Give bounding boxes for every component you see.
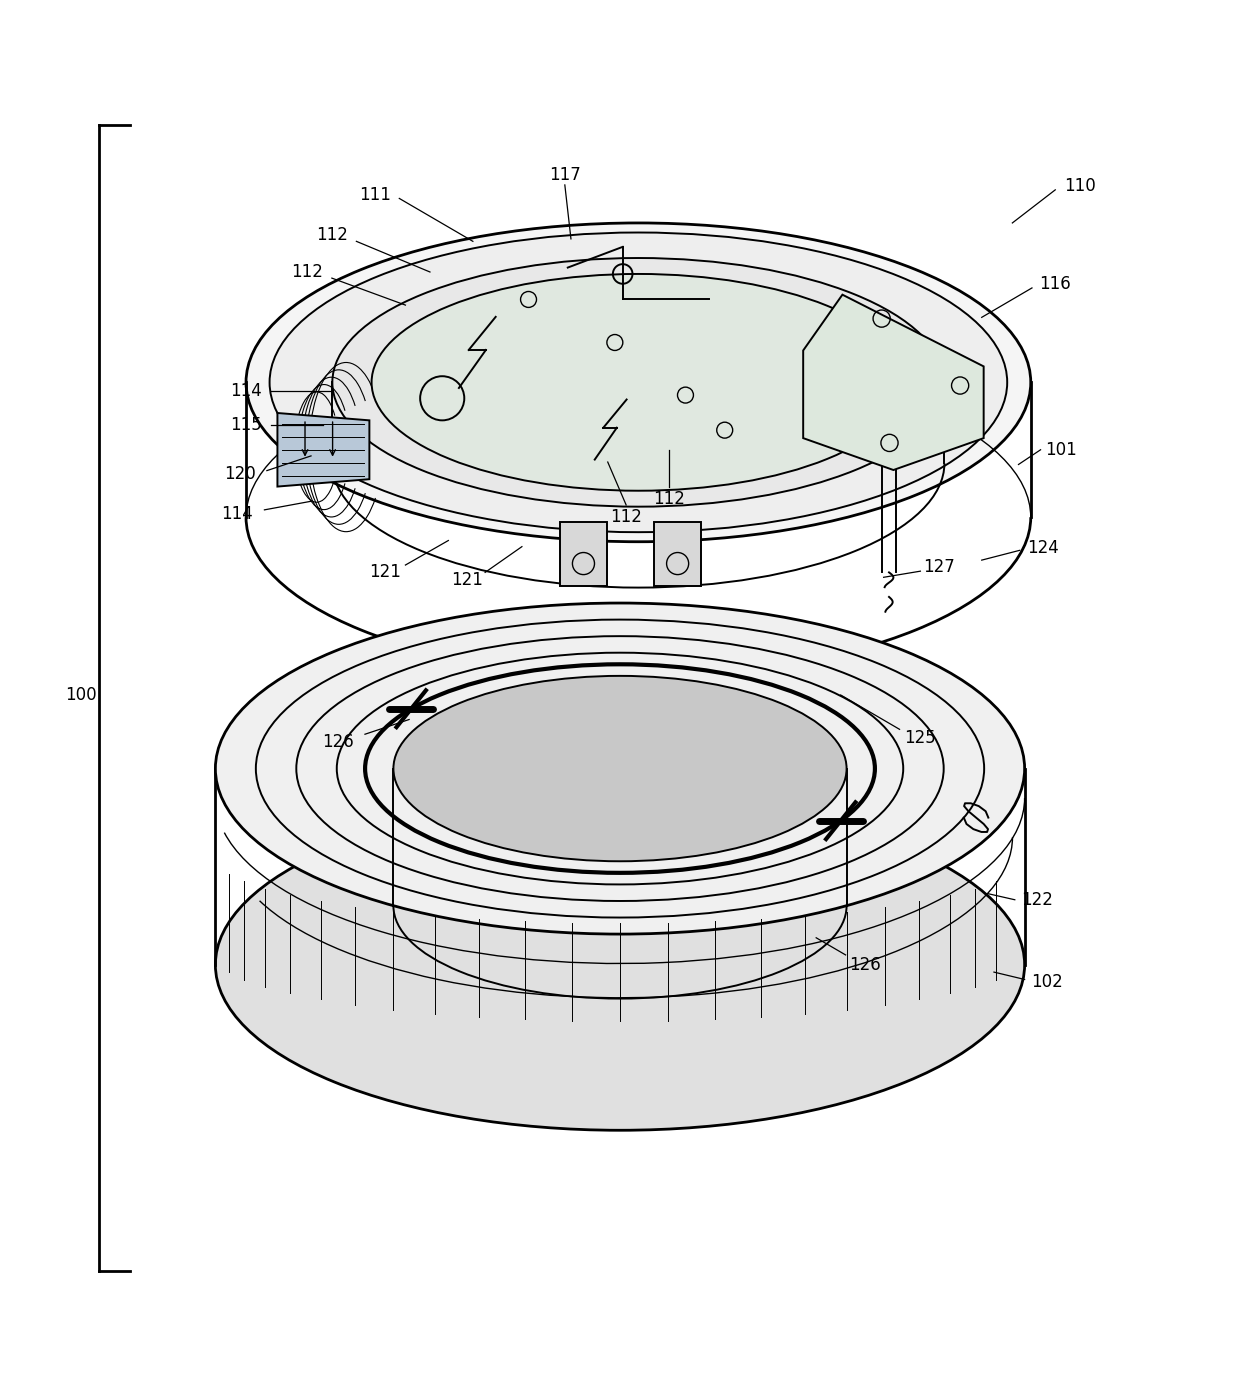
Polygon shape <box>655 523 701 585</box>
Text: 121: 121 <box>368 563 401 581</box>
Text: 112: 112 <box>653 489 684 507</box>
Polygon shape <box>804 295 983 470</box>
Text: 112: 112 <box>316 227 347 245</box>
Text: 112: 112 <box>291 263 324 281</box>
Text: 122: 122 <box>1021 891 1053 909</box>
Text: 114: 114 <box>222 505 253 523</box>
Text: 115: 115 <box>231 416 262 434</box>
Text: 102: 102 <box>1030 973 1063 991</box>
Ellipse shape <box>216 603 1024 934</box>
Text: 126: 126 <box>322 733 353 751</box>
Ellipse shape <box>372 274 905 491</box>
Text: 127: 127 <box>923 559 955 577</box>
Text: 121: 121 <box>451 571 482 589</box>
Text: 114: 114 <box>231 382 262 400</box>
Ellipse shape <box>332 259 945 507</box>
Text: 101: 101 <box>1045 441 1078 459</box>
Text: 111: 111 <box>358 186 391 204</box>
Text: 100: 100 <box>64 687 97 703</box>
Ellipse shape <box>269 232 1007 532</box>
Text: 125: 125 <box>904 728 936 746</box>
Ellipse shape <box>216 799 1024 1130</box>
Polygon shape <box>278 413 370 486</box>
Text: 117: 117 <box>549 167 580 183</box>
Ellipse shape <box>246 222 1030 542</box>
Text: 124: 124 <box>1027 539 1059 557</box>
Text: 126: 126 <box>849 956 882 974</box>
Ellipse shape <box>393 676 847 862</box>
Text: 120: 120 <box>224 466 255 484</box>
Text: 112: 112 <box>610 509 642 527</box>
Text: 110: 110 <box>1064 177 1096 195</box>
Polygon shape <box>560 523 606 585</box>
Text: 116: 116 <box>1039 275 1071 293</box>
